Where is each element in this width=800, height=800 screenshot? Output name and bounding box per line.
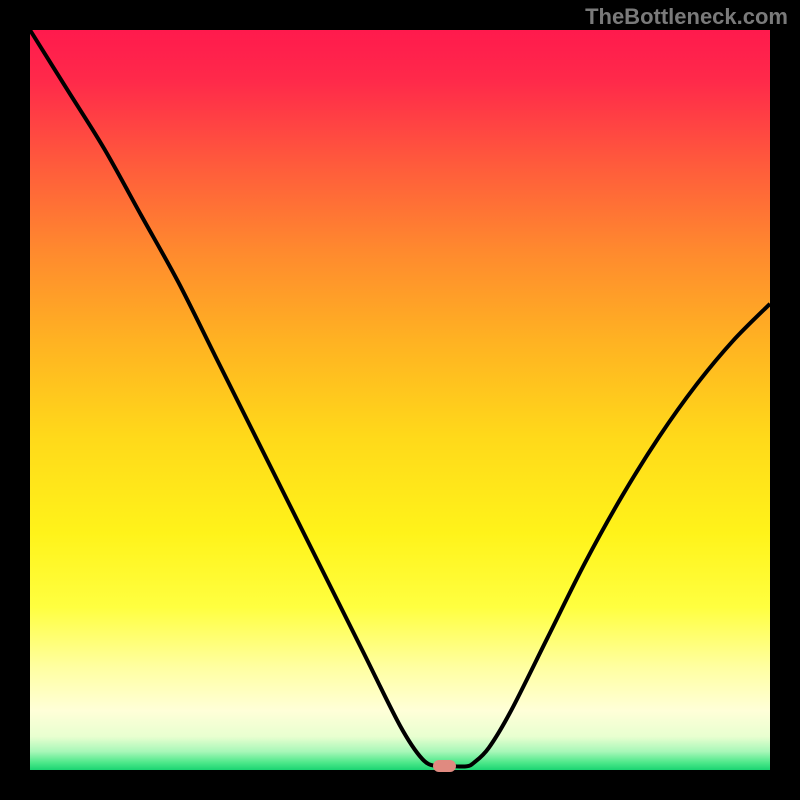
plot-area (30, 30, 770, 770)
bottleneck-curve (30, 30, 770, 770)
chart-frame: TheBottleneck.com (0, 0, 800, 800)
watermark-label: TheBottleneck.com (585, 4, 788, 30)
gradient-fill-rect (30, 30, 770, 770)
optimal-point-marker (433, 760, 457, 772)
